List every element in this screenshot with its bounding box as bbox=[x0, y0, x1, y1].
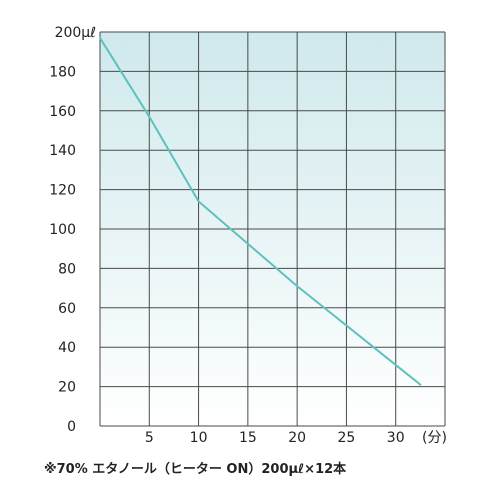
y-tick-label: 160 bbox=[49, 104, 76, 120]
x-tick-label: 10 bbox=[190, 430, 208, 446]
x-tick-label: 20 bbox=[288, 430, 306, 446]
x-tick-label: 25 bbox=[338, 430, 356, 446]
series-layer bbox=[99, 36, 422, 386]
grid-lines bbox=[99, 31, 446, 427]
y-tick-label: 100 bbox=[49, 222, 76, 238]
y-tick-label: 180 bbox=[49, 64, 76, 80]
x-tick-labels: 5 10 15 20 25 30 bbox=[145, 430, 405, 446]
y-tick-label: 60 bbox=[58, 301, 76, 317]
y-tick-label: 120 bbox=[49, 183, 76, 199]
y-tick-label: 40 bbox=[58, 340, 76, 356]
x-tick-label: 15 bbox=[239, 430, 257, 446]
series-line bbox=[99, 36, 422, 386]
y-tick-label: 80 bbox=[58, 261, 76, 277]
y-top-label: 200μℓ bbox=[55, 25, 96, 41]
x-tick-label: 30 bbox=[387, 430, 405, 446]
y-tick-labels: 0 20 40 60 80 100 120 140 160 180 bbox=[49, 64, 76, 435]
x-unit-label: (分) bbox=[422, 430, 447, 446]
x-tick-label: 5 bbox=[145, 430, 154, 446]
y-tick-label: 140 bbox=[49, 143, 76, 159]
footnote: ※70% エタノール（ヒーター ON）200μℓ×12本 bbox=[44, 462, 347, 477]
y-tick-label: 20 bbox=[58, 380, 76, 396]
y-tick-label: 0 bbox=[67, 419, 76, 435]
